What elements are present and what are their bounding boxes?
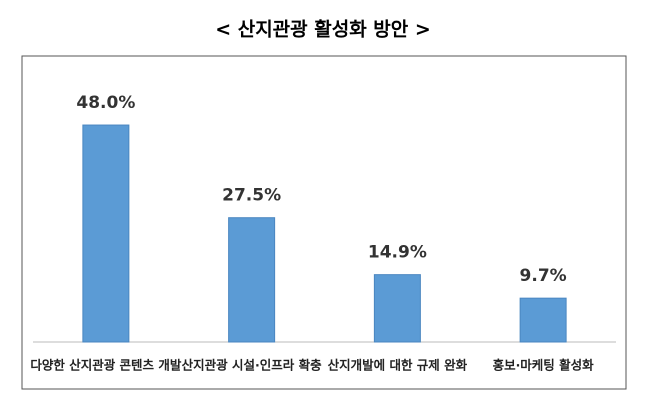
value-label: 48.0% xyxy=(76,93,135,113)
x-tick-label: 다양한 산지관광 콘텐츠 개발 xyxy=(30,358,182,373)
bar xyxy=(519,297,567,343)
bar xyxy=(228,217,276,343)
x-tick-label: 산지개발에 대한 규제 완화 xyxy=(328,358,468,373)
value-label: 27.5% xyxy=(222,186,281,206)
chart-title: < 산지관광 활성화 방안 > xyxy=(215,19,431,41)
x-tick-label: 산지관광 시설·인프라 확충 xyxy=(182,358,322,373)
value-label: 9.7% xyxy=(520,266,567,286)
value-label: 14.9% xyxy=(368,243,427,263)
bar xyxy=(82,124,130,343)
bar xyxy=(373,274,421,343)
x-tick-label: 홍보·마케팅 활성화 xyxy=(493,358,595,373)
plot-frame xyxy=(21,55,627,390)
